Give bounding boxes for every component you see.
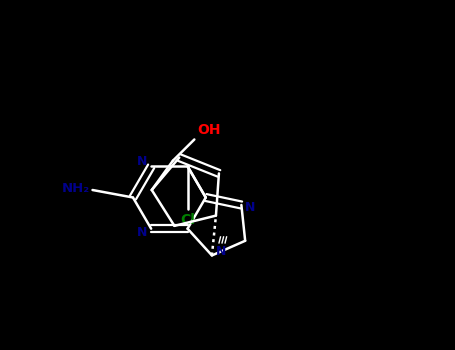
- Text: NH₂: NH₂: [62, 182, 90, 196]
- Text: N: N: [137, 226, 147, 239]
- Text: OH: OH: [197, 123, 220, 137]
- Text: N: N: [216, 245, 226, 258]
- Text: N: N: [245, 201, 255, 214]
- Text: N: N: [137, 155, 147, 168]
- Text: Cl: Cl: [180, 213, 195, 227]
